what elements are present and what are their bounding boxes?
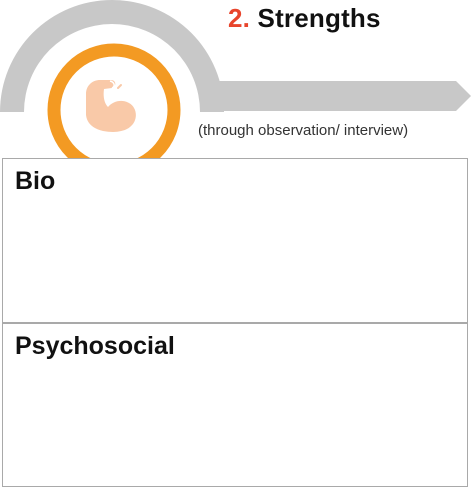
- section-number: 2.: [228, 3, 251, 33]
- flexed-arm-icon: [86, 80, 136, 132]
- gray-arrow-band: [200, 81, 471, 111]
- gray-arc: [0, 0, 224, 112]
- section-heading: 2. Strengths: [228, 3, 381, 34]
- bio-box[interactable]: Bio: [2, 158, 468, 323]
- section-title: Strengths: [257, 3, 381, 33]
- section-subtitle: (through observation/ interview): [198, 122, 409, 139]
- psychosocial-box[interactable]: Psychosocial: [2, 323, 468, 487]
- psychosocial-label: Psychosocial: [15, 332, 175, 360]
- bio-label: Bio: [15, 167, 56, 195]
